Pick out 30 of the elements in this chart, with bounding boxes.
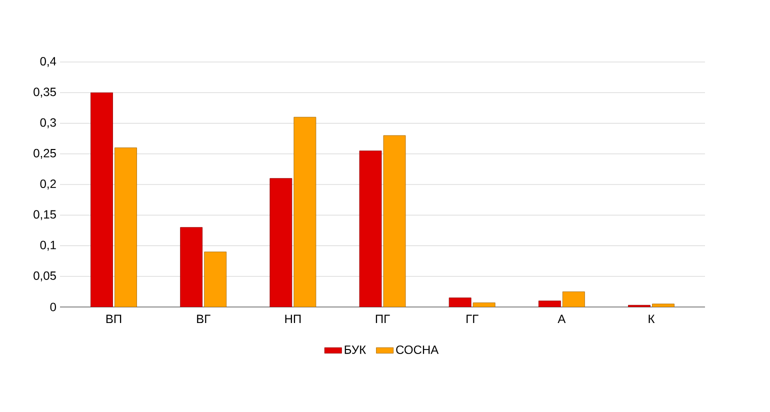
bar <box>472 302 496 307</box>
x-tick-label: ВП <box>106 314 122 324</box>
x-tick-label: ГГ <box>466 314 478 324</box>
bar <box>270 178 292 307</box>
y-tick-label: 0,4 <box>40 57 56 67</box>
x-tick-label: ПГ <box>376 314 390 324</box>
bar <box>294 116 316 307</box>
bar <box>652 304 674 307</box>
bar <box>204 252 227 307</box>
y-tick-label: 0,3 <box>40 118 56 128</box>
legend-label: БУК <box>344 346 366 354</box>
bar <box>359 150 382 307</box>
y-tick-label: 0,35 <box>34 88 56 98</box>
y-tick-label: 0 <box>50 302 56 312</box>
legend-label: СОСНА <box>396 346 439 354</box>
bar <box>383 135 406 307</box>
x-tick-label: А <box>558 314 566 324</box>
y-tick-label: 0,25 <box>34 148 56 159</box>
bar <box>180 227 203 307</box>
x-tick-label: К <box>648 314 655 324</box>
y-tick-label: 0,05 <box>34 271 56 282</box>
bar <box>114 148 137 307</box>
bar <box>449 298 472 307</box>
bar <box>90 92 113 307</box>
bar <box>562 291 585 307</box>
x-tick-label: НП <box>285 314 301 324</box>
y-tick-label: 0,1 <box>40 240 56 251</box>
y-tick-label: 0,2 <box>40 180 56 190</box>
x-tick-label: ВГ <box>197 314 210 324</box>
y-tick-label: 0,15 <box>34 210 56 220</box>
